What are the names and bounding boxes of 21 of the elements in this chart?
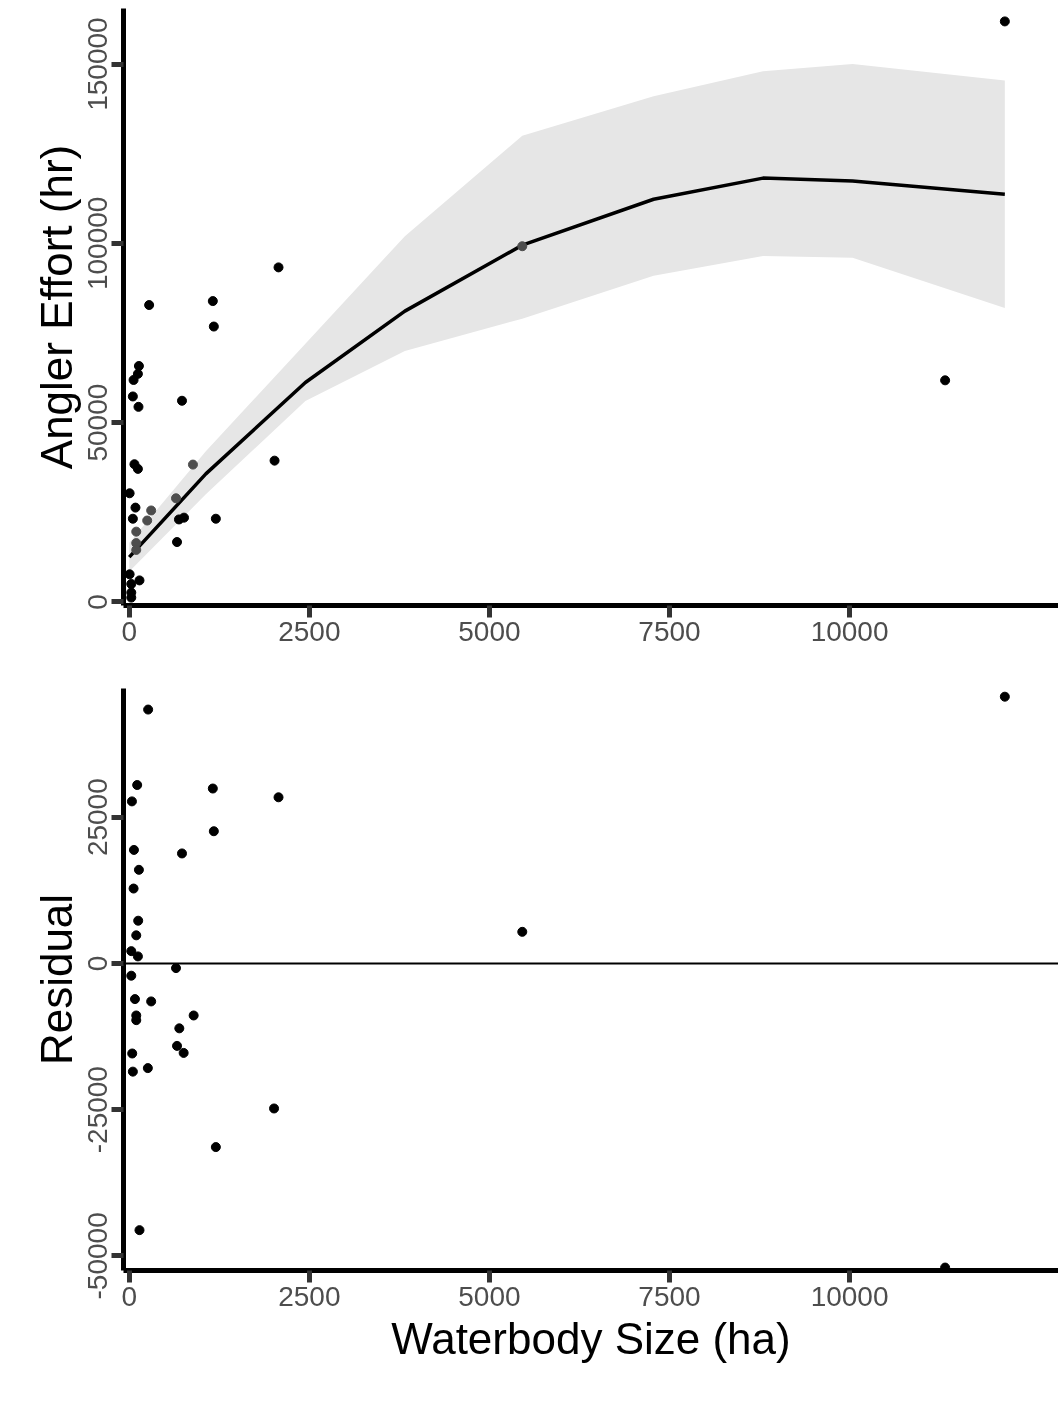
x-tick-label: 5000: [458, 1280, 521, 1312]
y-tick-label: 50000: [82, 383, 114, 462]
x-tick-label: 0: [121, 615, 138, 647]
x-tick-label: 7500: [638, 1280, 701, 1312]
y-axis-title: Angler Effort (hr): [31, 144, 81, 470]
x-tick-label: 5000: [458, 615, 521, 647]
x-tick-label: 10000: [810, 615, 889, 647]
x-tick-label: 10000: [810, 1280, 889, 1312]
y-tick-label: 0: [82, 955, 114, 972]
x-tick-label: 0: [121, 1280, 138, 1312]
y-axis-title: Residual: [31, 893, 81, 1066]
x-axis-title: Waterbody Size (ha): [391, 1313, 791, 1363]
y-tick-label: -50000: [82, 1212, 114, 1300]
y-tick-label: 150000: [82, 17, 114, 111]
x-tick-label: 2500: [278, 615, 341, 647]
y-tick-label: 25000: [82, 778, 114, 857]
x-tick-label: 2500: [278, 1280, 341, 1312]
y-tick-label: 100000: [82, 196, 114, 291]
y-tick-label: 0: [82, 594, 114, 610]
x-tick-label: 7500: [638, 615, 701, 647]
y-tick-label: -25000: [82, 1066, 114, 1154]
